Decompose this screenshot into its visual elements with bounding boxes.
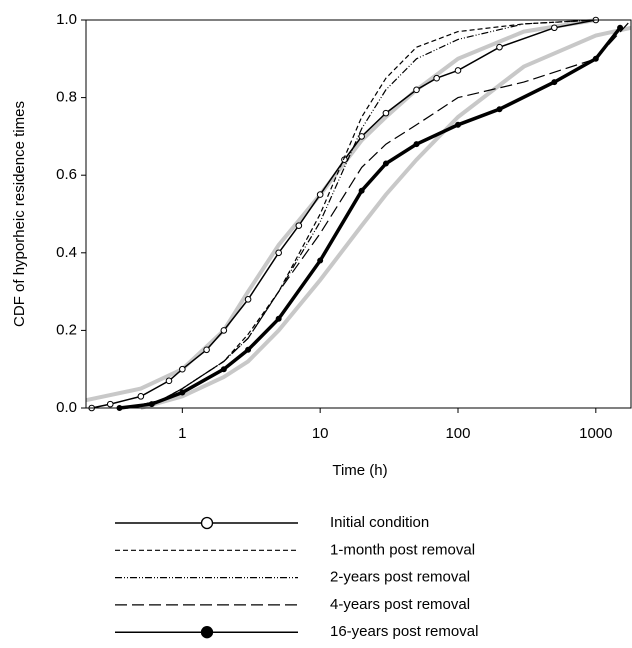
x-tick-label: 1 (178, 425, 186, 442)
series-line (127, 19, 632, 409)
x-tick-label: 10 (312, 425, 329, 442)
data-point (203, 346, 210, 354)
series-line (140, 25, 632, 410)
y-tick-label: 0.0 (56, 399, 77, 416)
legend-marker (200, 626, 214, 639)
series-line (127, 19, 596, 409)
series-line (127, 19, 596, 409)
data-point (454, 67, 462, 74)
data-point (382, 109, 390, 117)
data-point (179, 389, 186, 396)
y-tick-label: 0.6 (56, 166, 77, 183)
data-point (496, 43, 503, 51)
y-tick-label: 1.0 (56, 11, 77, 28)
series-line (85, 18, 597, 403)
data-point (358, 133, 365, 140)
y-tick-label: 0.8 (56, 89, 77, 106)
legend-label: 1-month post removal (330, 541, 475, 558)
series-line (91, 19, 596, 409)
data-point (358, 187, 365, 194)
legend-label: Initial condition (330, 514, 429, 531)
data-point (275, 315, 282, 322)
y-tick-label: 0.4 (56, 244, 77, 261)
data-point (617, 24, 624, 31)
plot-frame (85, 19, 632, 409)
x-axis-label: Time (h) (332, 462, 387, 479)
data-point (551, 79, 558, 86)
y-axis-label: CDF of hyporheic residence times (11, 101, 28, 327)
data-point (275, 249, 282, 257)
y-tick-label: 0.2 (56, 321, 77, 338)
data-point (317, 257, 324, 264)
x-tick-label: 1000 (579, 425, 612, 442)
data-point (592, 55, 599, 62)
data-point (413, 141, 420, 148)
data-point (316, 191, 324, 198)
data-point (220, 366, 227, 373)
data-point (413, 86, 420, 94)
data-point (106, 400, 114, 408)
data-point (165, 377, 173, 385)
legend-label: 4-years post removal (330, 596, 470, 613)
data-point (179, 365, 186, 373)
legend-label: 16-years post removal (330, 623, 478, 640)
data-point (295, 222, 303, 229)
legend-label: 2-years post removal (330, 569, 470, 586)
data-point (433, 74, 440, 82)
data-point (220, 327, 228, 334)
data-point (496, 106, 503, 113)
data-point (454, 121, 461, 128)
x-tick-label: 100 (445, 425, 470, 442)
data-point (245, 346, 252, 353)
data-point (551, 24, 558, 32)
data-point (148, 401, 155, 408)
legend-marker (200, 516, 214, 530)
data-point (137, 393, 145, 400)
data-point (244, 296, 252, 303)
data-point (382, 160, 389, 167)
